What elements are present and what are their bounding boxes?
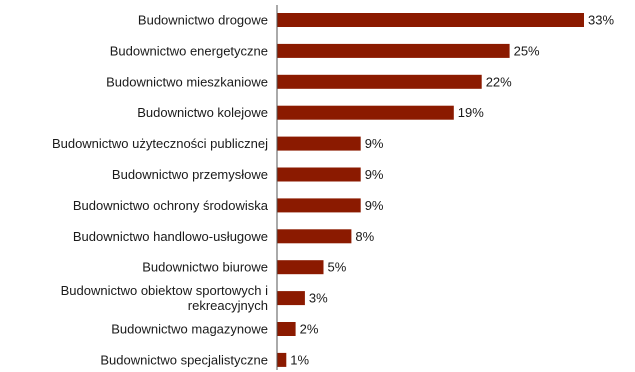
bar	[277, 167, 361, 182]
value-label: 1%	[290, 352, 309, 367]
value-label: 5%	[328, 260, 347, 275]
category-label: Budownictwo obiektow sportowych i rekreac…	[61, 283, 268, 313]
value-label: 33%	[588, 13, 614, 28]
value-label: 8%	[355, 229, 374, 244]
bars-group	[277, 13, 584, 367]
category-label: Budownictwo kolejowe	[137, 105, 268, 120]
category-label: Budownictwo mieszkaniowe	[106, 74, 268, 89]
bar	[277, 229, 352, 244]
bar	[277, 136, 361, 151]
value-label: 9%	[365, 167, 384, 182]
bar	[277, 105, 454, 120]
bar	[277, 198, 361, 213]
category-label: Budownictwo biurowe	[142, 260, 268, 275]
category-label: Budownictwo przemysłowe	[112, 167, 268, 182]
value-label: 9%	[365, 136, 384, 151]
category-label: Budownictwo drogowe	[138, 13, 268, 28]
bar	[277, 74, 482, 89]
value-label: 2%	[300, 322, 319, 337]
category-label: Budownictwo ochrony środowiska	[73, 198, 269, 213]
value-label: 3%	[309, 291, 328, 306]
value-label: 25%	[514, 43, 540, 58]
bar	[277, 322, 296, 336]
bar	[277, 352, 287, 367]
category-label: Budownictwo energetyczne	[110, 43, 268, 58]
category-label: Budownictwo handlowo-usługowe	[73, 229, 268, 244]
value-label: 19%	[458, 105, 484, 120]
value-label: 9%	[365, 198, 384, 213]
value-label: 22%	[486, 74, 512, 89]
category-labels-group: Budownictwo drogowe Budownictwo energetyc…	[52, 13, 269, 368]
bar	[277, 260, 324, 275]
category-label: Budownictwo użyteczności publicznej	[52, 136, 268, 151]
category-label: Budownictwo magazynowe	[111, 322, 268, 337]
value-labels-group: 33% 25% 22% 19% 9% 9% 9% 8% 5% 3% 2% 1%	[290, 13, 614, 368]
bar	[277, 291, 305, 306]
category-label: Budownictwo specjalistyczne	[100, 352, 268, 367]
bar	[277, 13, 584, 27]
bar	[277, 43, 510, 58]
